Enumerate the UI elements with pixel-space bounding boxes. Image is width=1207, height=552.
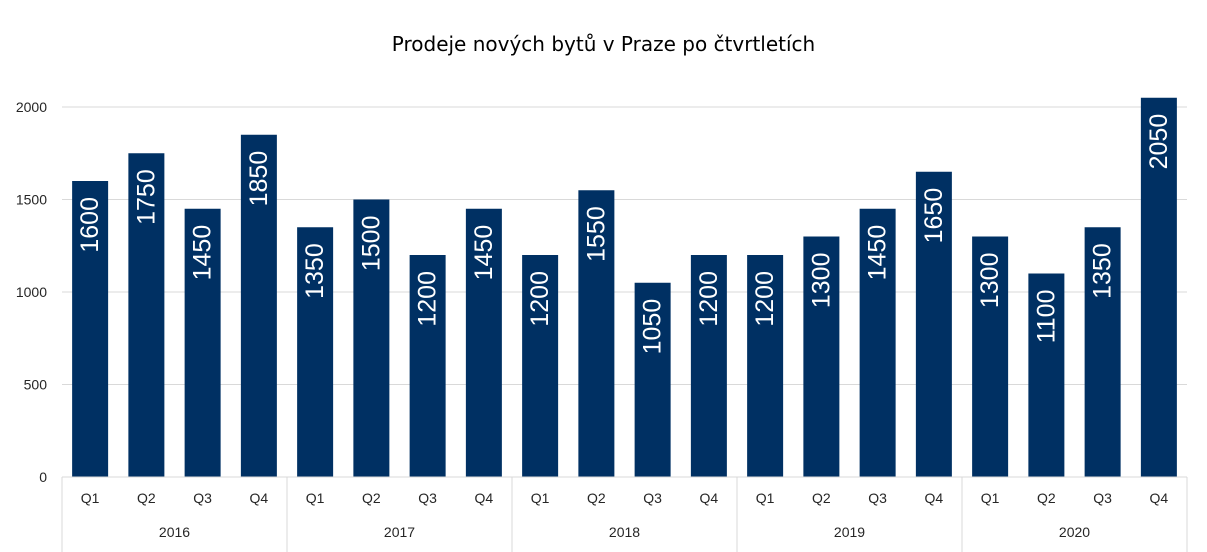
x-tick-label: Q1 bbox=[756, 490, 775, 506]
bars bbox=[72, 97, 1177, 477]
y-tick-label: 2000 bbox=[16, 99, 47, 115]
bar bbox=[465, 208, 502, 477]
bar-value-label: 1750 bbox=[132, 169, 160, 225]
bar-value-label: 1500 bbox=[357, 216, 385, 272]
bar bbox=[522, 255, 559, 477]
x-tick-label: Q1 bbox=[81, 490, 100, 506]
bar bbox=[409, 255, 446, 477]
bar-value-label: 1600 bbox=[76, 197, 104, 253]
bar bbox=[634, 282, 671, 477]
bar bbox=[690, 255, 727, 477]
bar bbox=[578, 190, 615, 477]
bar bbox=[803, 236, 840, 477]
bar-value-label: 1650 bbox=[920, 188, 948, 244]
bar bbox=[1084, 227, 1121, 477]
x-tick-label: Q2 bbox=[362, 490, 381, 506]
bar bbox=[184, 208, 221, 477]
x-tick-label: Q2 bbox=[1037, 490, 1056, 506]
x-group-label: 2016 bbox=[159, 524, 190, 540]
bar-value-label: 1350 bbox=[1089, 243, 1117, 299]
x-tick-label: Q1 bbox=[981, 490, 1000, 506]
bar-value-label: 1350 bbox=[301, 243, 329, 299]
x-tick-label: Q3 bbox=[193, 490, 212, 506]
x-tick-label: Q3 bbox=[418, 490, 437, 506]
bar-value-label: 1550 bbox=[582, 206, 610, 262]
x-tick-label: Q1 bbox=[306, 490, 325, 506]
bar-value-label: 1300 bbox=[807, 253, 835, 309]
chart-title: Prodeje nových bytů v Praze po čtvrtletí… bbox=[391, 32, 816, 56]
bar-value-label: 1850 bbox=[245, 151, 273, 207]
bar bbox=[1140, 97, 1177, 477]
x-group-label: 2020 bbox=[1059, 524, 1090, 540]
x-tick-label: Q3 bbox=[1093, 490, 1112, 506]
bar bbox=[1028, 273, 1065, 477]
bar-value-label: 1200 bbox=[414, 271, 442, 327]
x-tick-label: Q3 bbox=[868, 490, 887, 506]
x-tick-label: Q3 bbox=[643, 490, 662, 506]
bar-value-label: 1300 bbox=[976, 253, 1004, 309]
y-tick-label: 1500 bbox=[16, 192, 47, 208]
x-tick-label: Q4 bbox=[475, 490, 494, 506]
y-tick-label: 1000 bbox=[16, 284, 47, 300]
bar-value-label: 1450 bbox=[470, 225, 498, 281]
bar-value-label: 1200 bbox=[526, 271, 554, 327]
bar-value-label: 1100 bbox=[1032, 290, 1060, 344]
bar bbox=[72, 181, 109, 477]
x-tick-label: Q2 bbox=[587, 490, 606, 506]
x-group-label: 2019 bbox=[834, 524, 865, 540]
bar-value-label: 1450 bbox=[864, 225, 892, 281]
bar bbox=[353, 199, 390, 477]
bar-value-label: 1200 bbox=[695, 271, 723, 327]
bar bbox=[297, 227, 334, 477]
x-tick-label: Q4 bbox=[925, 490, 944, 506]
y-tick-label: 500 bbox=[24, 377, 48, 393]
bar-value-label: 1050 bbox=[639, 299, 667, 355]
x-tick-label: Q1 bbox=[531, 490, 550, 506]
x-tick-label: Q2 bbox=[812, 490, 831, 506]
bar-value-label: 2050 bbox=[1145, 114, 1173, 170]
bar bbox=[747, 255, 784, 477]
x-group-label: 2018 bbox=[609, 524, 640, 540]
x-tick-label: Q4 bbox=[1150, 490, 1169, 506]
axes bbox=[61, 476, 1188, 552]
labels: 0 500 1000 1500 2000 1600 1750 1450 1850 1350 1500… bbox=[16, 99, 1173, 540]
bar bbox=[128, 153, 165, 477]
x-tick-label: Q4 bbox=[250, 490, 269, 506]
x-group-label: 2017 bbox=[384, 524, 415, 540]
bar bbox=[915, 171, 952, 477]
bar-value-label: 1450 bbox=[189, 225, 217, 281]
bar bbox=[240, 134, 277, 477]
bar-value-label: 1200 bbox=[751, 271, 779, 327]
bar bbox=[972, 236, 1009, 477]
x-tick-label: Q2 bbox=[137, 490, 156, 506]
x-tick-label: Q4 bbox=[700, 490, 719, 506]
bar bbox=[859, 208, 896, 477]
gridlines bbox=[62, 106, 1187, 385]
y-tick-label: 0 bbox=[39, 469, 47, 485]
